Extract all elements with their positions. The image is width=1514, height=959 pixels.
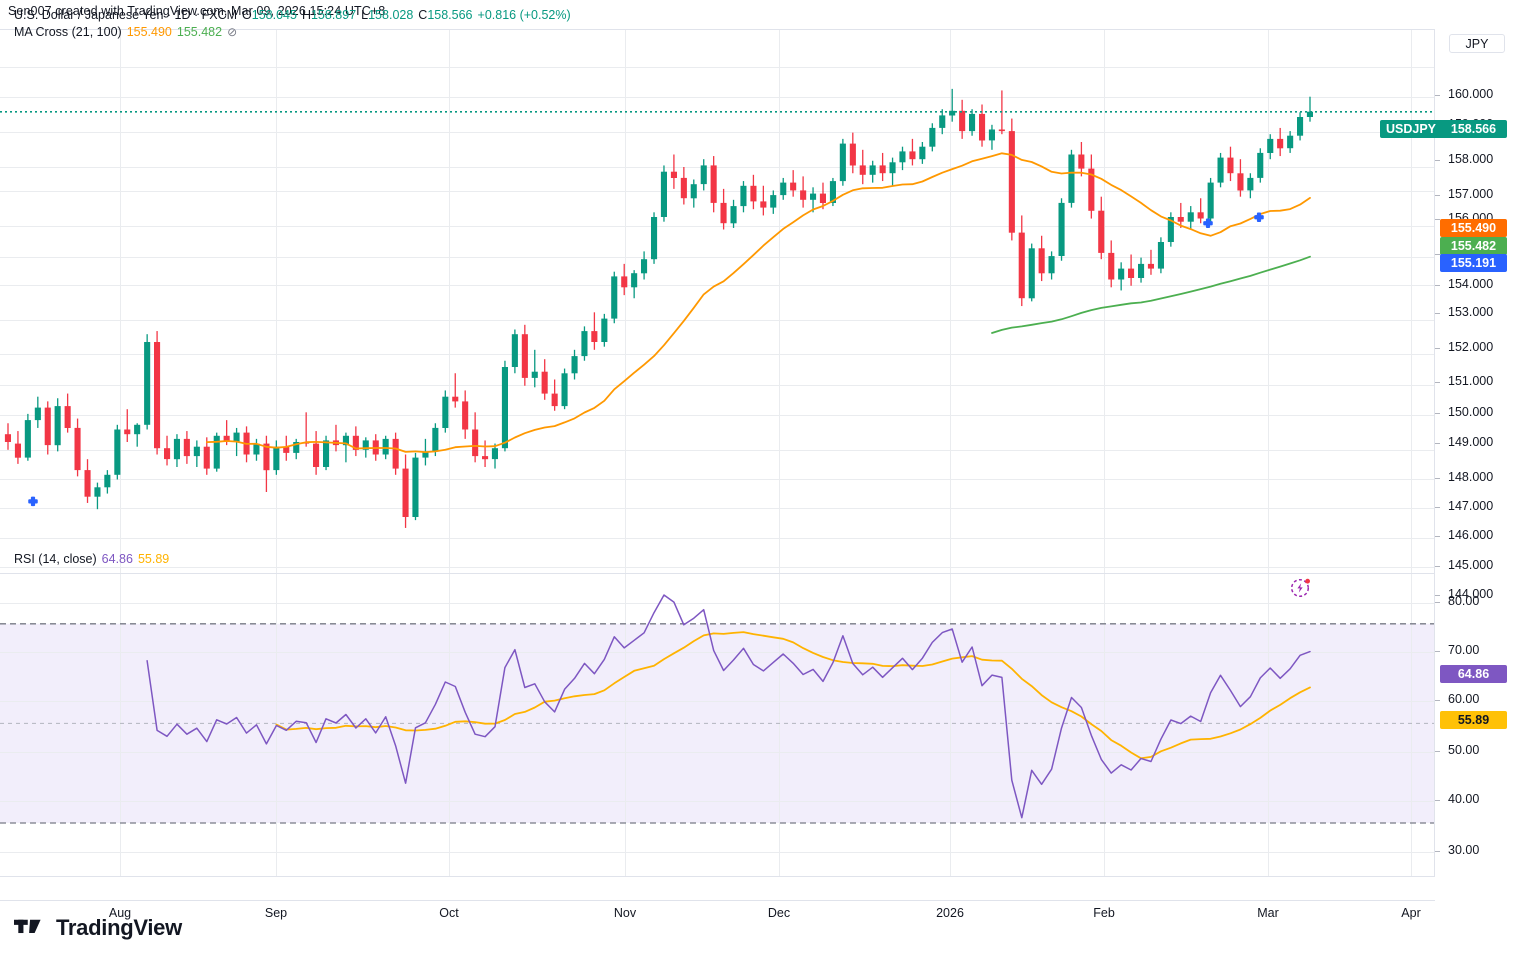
price-badge[interactable]: 155.482 [1440, 237, 1507, 255]
price-badge[interactable]: 158.566 [1440, 120, 1507, 138]
ma-slow-line [991, 255, 1311, 334]
axis-tick-label: 153.000 [1448, 305, 1494, 319]
price-plot-svg [0, 30, 1434, 573]
rsi-pane[interactable] [0, 574, 1434, 876]
currency-chip[interactable]: JPY [1449, 34, 1505, 53]
price-change: +0.816 (+0.52%) [477, 7, 571, 22]
price-badge[interactable]: 155.490 [1440, 219, 1507, 237]
axis-tick-label: 157.000 [1448, 187, 1494, 201]
price-axis[interactable]: JPY 160.000159.000158.000157.000156.0001… [1380, 29, 1514, 901]
axis-tick-mark [1435, 751, 1440, 752]
axis-tick-label: 80.00 [1448, 594, 1480, 608]
axis-tick-label: 50.00 [1448, 743, 1480, 757]
axis-tick-mark [1435, 219, 1440, 220]
axis-tick-mark [1435, 851, 1440, 852]
axis-tick-mark [1435, 413, 1440, 414]
time-axis-label: Mar [1257, 906, 1279, 920]
ma-fast-line [205, 152, 1311, 453]
time-axis-separator [0, 876, 1514, 877]
candlestick-series [4, 88, 1313, 528]
rsi-line [146, 594, 1311, 819]
price-axis-separator [1434, 30, 1435, 876]
axis-tick-label: 30.00 [1448, 843, 1480, 857]
axis-tick-label: 149.000 [1448, 435, 1494, 449]
axis-tick-mark [1435, 254, 1440, 255]
axis-tick-mark [1435, 507, 1440, 508]
axis-tick-mark [1435, 313, 1440, 314]
ma-cross-marker [1254, 212, 1264, 223]
axis-tick-label: 152.000 [1448, 340, 1494, 354]
axis-tick-label: 145.000 [1448, 558, 1494, 572]
price-badge[interactable]: 155.191 [1440, 254, 1507, 272]
axis-tick-label: 150.000 [1448, 405, 1494, 419]
chart-frame: Aug Sep Oct Nov Dec 2026 Feb Mar Apr [0, 29, 1514, 920]
time-axis-label: Nov [613, 906, 637, 920]
axis-tick-label: 40.00 [1448, 792, 1480, 806]
price-pane[interactable] [0, 30, 1434, 573]
axis-tick-mark [1435, 348, 1440, 349]
axis-tick-label: 147.000 [1448, 499, 1494, 513]
ma-cross-marker [28, 496, 38, 507]
time-axis-label: Apr [1401, 906, 1421, 920]
axis-tick-mark [1435, 651, 1440, 652]
axis-tick-label: 60.00 [1448, 692, 1480, 706]
axis-tick-mark [1435, 195, 1440, 196]
tradingview-logo-icon [14, 919, 41, 934]
axis-tick-label: 151.000 [1448, 374, 1494, 388]
attribution-text: Sen007 created with TradingView.com, Mar… [8, 4, 386, 18]
axis-tick-mark [1435, 285, 1440, 286]
rsi-ma-line [275, 631, 1311, 760]
rsi-plot-svg [0, 574, 1434, 876]
axis-tick-mark [1435, 443, 1440, 444]
time-axis-label: 2026 [936, 906, 964, 920]
axis-tick-label: 154.000 [1448, 277, 1494, 291]
alert-lightning-icon[interactable] [1290, 576, 1312, 598]
axis-tick-mark [1435, 602, 1440, 603]
tradingview-wordmark: TradingView [56, 915, 182, 940]
axis-tick-mark [1435, 595, 1440, 596]
axis-tick-label: 148.000 [1448, 470, 1494, 484]
time-axis-label: Aug [108, 906, 132, 920]
close-value: C158.566 [418, 7, 473, 22]
axis-tick-mark [1435, 478, 1440, 479]
axis-tick-label: 160.000 [1448, 87, 1494, 101]
ma-cross-marker [1203, 218, 1213, 228]
axis-tick-mark [1435, 160, 1440, 161]
axis-tick-mark [1435, 700, 1440, 701]
axis-tick-mark [1435, 566, 1440, 567]
time-axis-label: Dec [767, 906, 791, 920]
time-axis-label: Sep [264, 906, 288, 920]
axis-tick-mark [1435, 800, 1440, 801]
footer-branding: TradingView [14, 915, 182, 941]
time-axis-label: Feb [1093, 906, 1115, 920]
axis-tick-mark [1435, 536, 1440, 537]
price-badge[interactable]: 55.89 [1440, 711, 1507, 729]
time-axis-label: Oct [439, 906, 459, 920]
axis-tick-label: 144.000 [1448, 587, 1494, 601]
axis-tick-label: 146.000 [1448, 528, 1494, 542]
axis-tick-mark [1435, 382, 1440, 383]
price-badge[interactable]: 64.86 [1440, 665, 1507, 683]
axis-tick-label: 70.00 [1448, 643, 1480, 657]
pane-separator [0, 573, 1514, 574]
symbol-price-tag: USDJPY [1380, 120, 1443, 138]
time-axis[interactable]: Aug Sep Oct Nov Dec 2026 Feb Mar Apr [0, 906, 1434, 930]
axis-tick-mark [1435, 95, 1440, 96]
axis-tick-label: 158.000 [1448, 152, 1494, 166]
